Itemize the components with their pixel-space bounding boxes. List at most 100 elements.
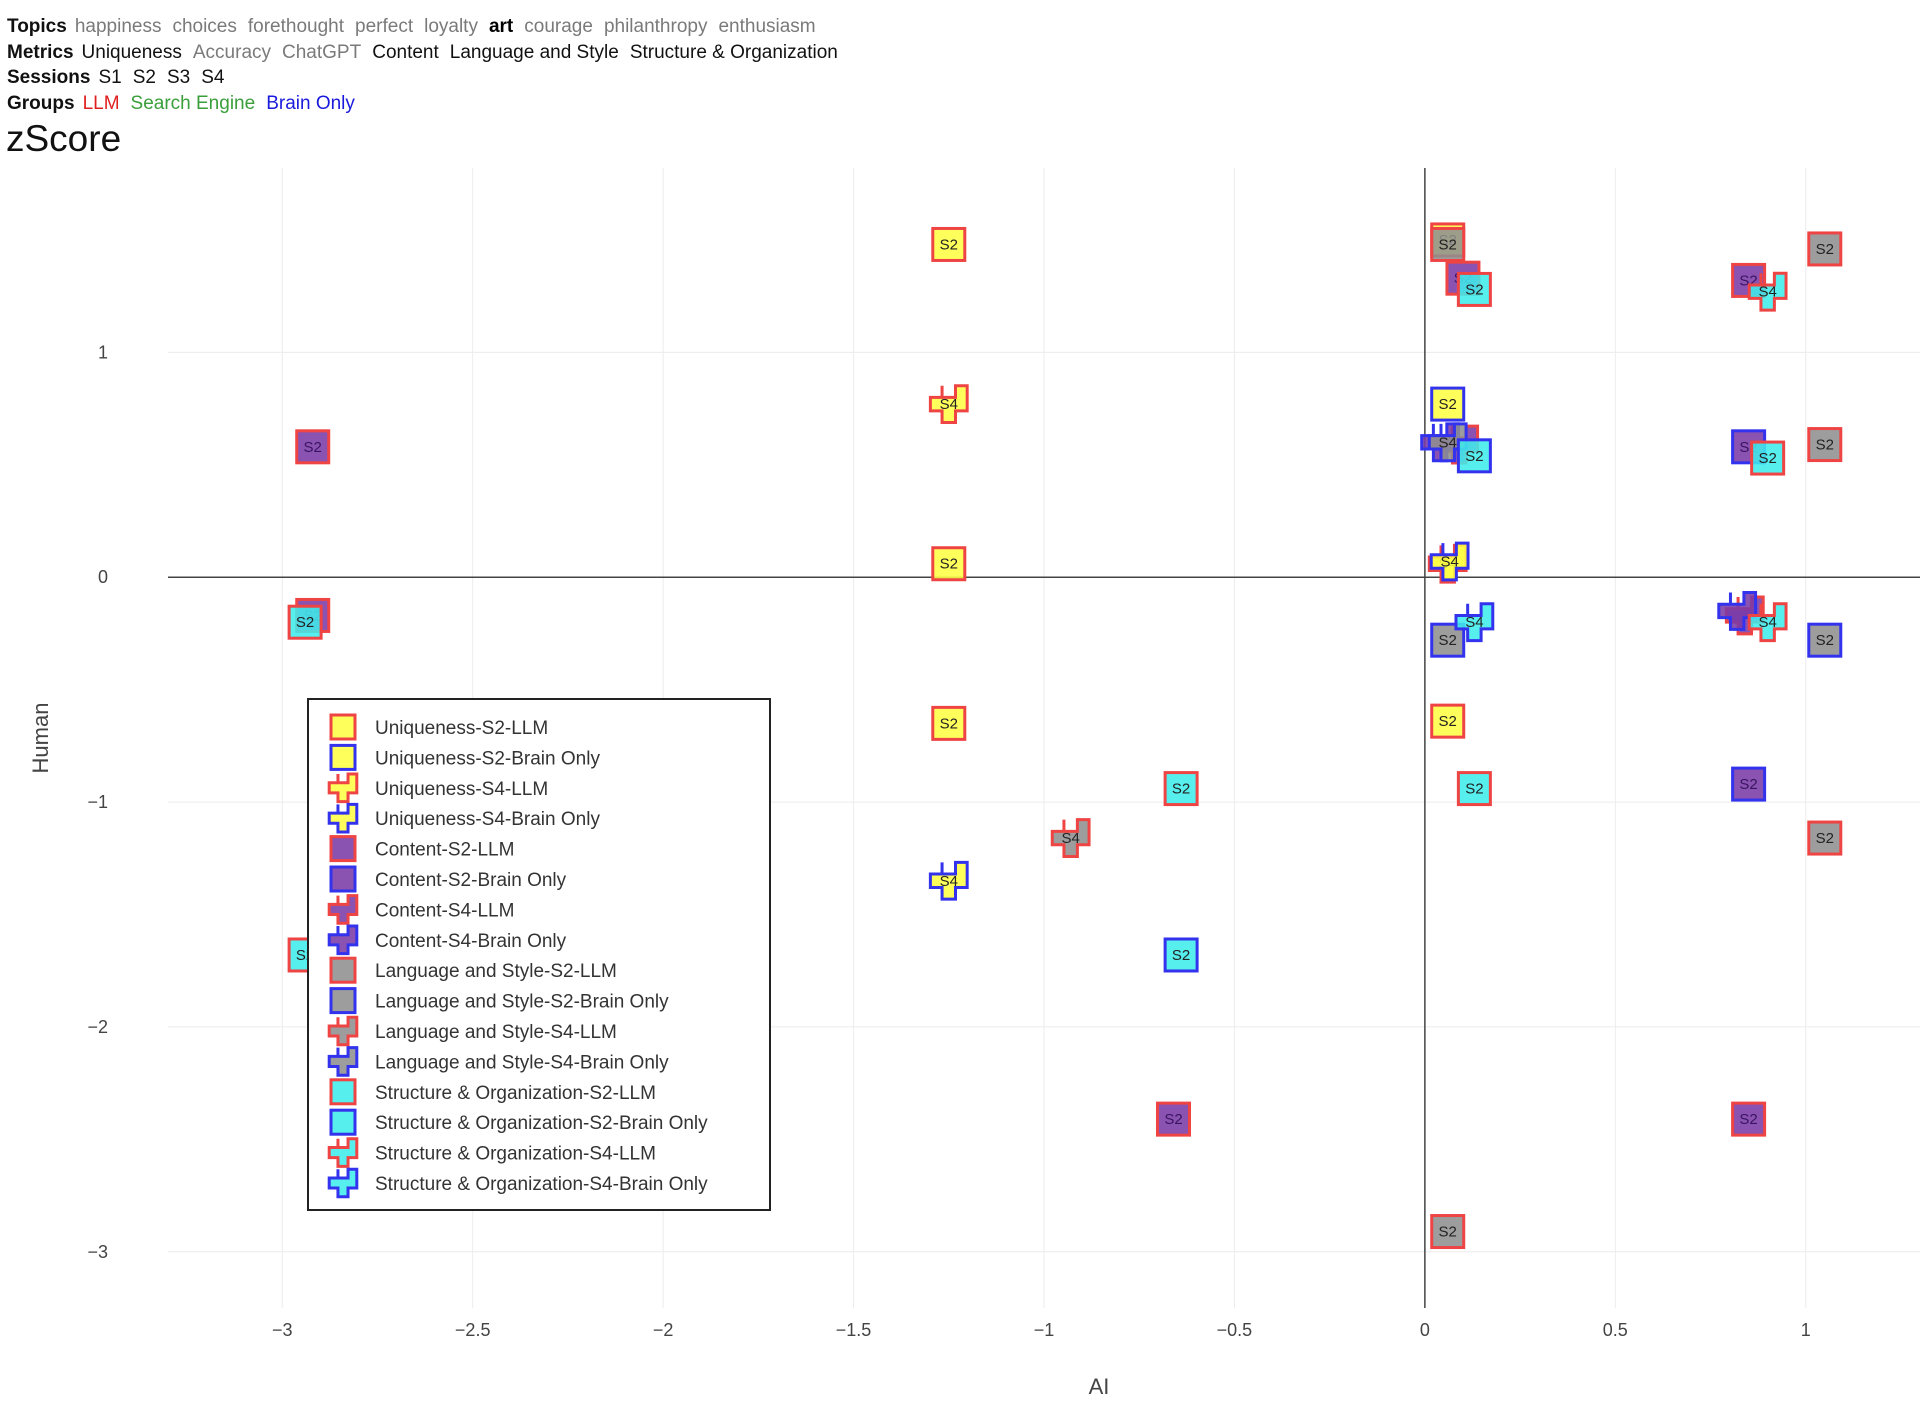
data-point[interactable] — [1050, 818, 1091, 858]
x-tick-label: −1 — [1034, 1320, 1055, 1340]
legend-item[interactable]: Structure & Organization-S4-Brain Only — [327, 1167, 708, 1199]
metrics-option-chatgpt[interactable]: ChatGPT — [282, 41, 362, 63]
data-point[interactable] — [1807, 820, 1843, 856]
legend-item[interactable]: Structure & Organization-S2-LLM — [329, 1078, 656, 1106]
topics-option-philanthropy[interactable]: philanthropy — [603, 16, 708, 37]
legend-label: Uniqueness-S2-LLM — [375, 718, 548, 739]
topics-option-loyalty[interactable]: loyalty — [424, 16, 478, 37]
legend-symbol — [329, 835, 357, 863]
topics-option-art[interactable]: art — [488, 16, 514, 37]
groups-option-search-engine[interactable]: Search Engine — [130, 92, 256, 114]
legend-item[interactable]: Uniqueness-S4-LLM — [327, 772, 548, 804]
groups-option-brain-only[interactable]: Brain Only — [266, 92, 355, 114]
data-point[interactable] — [1163, 937, 1199, 973]
legend-item[interactable]: Uniqueness-S4-Brain Only — [327, 802, 600, 834]
legend-label: Uniqueness-S2-Brain Only — [375, 748, 600, 769]
data-point[interactable] — [1456, 438, 1492, 474]
data-point-label: S2 — [1439, 632, 1457, 649]
legend-item[interactable]: Content-S4-LLM — [327, 894, 514, 925]
data-point[interactable] — [1456, 271, 1492, 307]
legend-item[interactable]: Structure & Organization-S2-Brain Only — [329, 1108, 708, 1136]
data-point[interactable] — [1731, 1101, 1767, 1137]
data-point[interactable] — [931, 546, 967, 582]
legend-item[interactable]: Language and Style-S2-LLM — [329, 956, 617, 984]
groups-label: Groups — [7, 92, 75, 114]
data-point[interactable] — [1750, 440, 1786, 476]
data-point[interactable] — [928, 860, 969, 901]
legend-symbol — [327, 894, 359, 925]
groups-row: Groups LLM Search Engine Brain Only — [7, 91, 849, 117]
data-point[interactable] — [295, 429, 331, 465]
legend-item[interactable]: Content-S2-Brain Only — [329, 865, 567, 893]
groups-option-llm[interactable]: LLM — [82, 92, 120, 114]
legend-symbol — [329, 956, 357, 984]
data-point-label: S4 — [1061, 830, 1079, 847]
data-point[interactable] — [1747, 271, 1788, 312]
data-point-label: S2 — [1816, 830, 1834, 847]
data-point[interactable] — [931, 705, 967, 741]
data-point[interactable] — [1717, 591, 1758, 631]
data-point-label: S2 — [1439, 236, 1457, 253]
data-point[interactable] — [1456, 771, 1492, 807]
sessions-option-s2[interactable]: S2 — [132, 67, 156, 88]
topics-option-forethought[interactable]: forethought — [247, 16, 345, 37]
topics-option-enthusiasm[interactable]: enthusiasm — [718, 16, 816, 37]
data-point[interactable] — [1430, 386, 1466, 422]
data-point[interactable] — [1155, 1101, 1191, 1137]
data-point[interactable] — [1807, 427, 1843, 463]
data-point[interactable] — [1430, 703, 1466, 739]
metrics-option-uniqueness[interactable]: Uniqueness — [81, 41, 182, 63]
legend-item[interactable]: Language and Style-S4-LLM — [327, 1015, 617, 1047]
topics-option-happiness[interactable]: happiness — [74, 16, 162, 37]
sessions-option-s3[interactable]: S3 — [166, 67, 191, 88]
sessions-option-s4[interactable]: S4 — [201, 67, 225, 88]
topics-option-perfect[interactable]: perfect — [355, 16, 414, 37]
data-point[interactable] — [1454, 602, 1495, 643]
legend-item[interactable]: Uniqueness-S2-LLM — [329, 713, 548, 741]
data-point[interactable] — [928, 384, 969, 424]
legend-item[interactable]: Language and Style-S4-Brain Only — [327, 1046, 669, 1077]
data-point[interactable] — [1427, 422, 1468, 463]
legend-item[interactable]: Content-S2-LLM — [329, 835, 514, 863]
series-structure-organization-s4-llm: S4 S4 — [1747, 271, 1788, 643]
topics-option-choices[interactable]: choices — [172, 16, 237, 37]
metrics-option-content[interactable]: Content — [372, 41, 439, 63]
legend-symbol — [329, 713, 357, 741]
metrics-option-structure-organization[interactable]: Structure & Organization — [629, 41, 838, 63]
sessions-label: Sessions — [7, 67, 91, 88]
data-point[interactable] — [1430, 1214, 1466, 1250]
metrics-option-accuracy[interactable]: Accuracy — [192, 41, 272, 63]
metrics-option-language-and-style[interactable]: Language and Style — [449, 41, 619, 63]
data-point-label: S2 — [1816, 241, 1834, 258]
y-axis-title: Human — [28, 703, 53, 774]
data-point-label: S2 — [1172, 781, 1190, 798]
topics-row: Topics happiness choices forethought perfect… — [7, 14, 849, 40]
data-point-label: S2 — [304, 439, 322, 456]
legend-item[interactable]: Content-S4-Brain Only — [327, 924, 567, 956]
series-structure-organization-s2-brain-only: S2 S2 — [1163, 438, 1492, 973]
data-point[interactable] — [1430, 226, 1466, 262]
data-point[interactable] — [1163, 771, 1199, 807]
series-uniqueness-s4-brain-only: S4 S4 — [928, 541, 1470, 901]
data-point[interactable] — [1430, 622, 1466, 658]
data-point-label: S2 — [1439, 396, 1457, 413]
legend-item[interactable]: Uniqueness-S2-Brain Only — [329, 743, 600, 771]
legend-item[interactable]: Language and Style-S2-Brain Only — [329, 987, 669, 1015]
data-point[interactable] — [1747, 602, 1788, 643]
data-point[interactable] — [1807, 622, 1843, 658]
data-point[interactable] — [1731, 766, 1767, 802]
y-tick-label: −3 — [87, 1242, 108, 1262]
data-point[interactable] — [1807, 231, 1843, 267]
sessions-option-s1[interactable]: S1 — [98, 67, 122, 88]
legend-label: Structure & Organization-S2-LLM — [375, 1083, 656, 1104]
data-point[interactable] — [287, 604, 323, 640]
data-point[interactable] — [931, 226, 967, 262]
legend-label: Structure & Organization-S4-Brain Only — [375, 1174, 708, 1195]
legend-item[interactable]: Structure & Organization-S4-LLM — [327, 1137, 656, 1168]
data-point-label: S4 — [1440, 553, 1458, 570]
topics-option-courage[interactable]: courage — [524, 16, 593, 37]
y-tick-label: −1 — [87, 792, 108, 812]
data-point[interactable] — [1429, 541, 1470, 582]
sessions-row: Sessions S1 S2 S3 S4 — [7, 65, 849, 91]
y-tick-label: 0 — [98, 567, 108, 587]
